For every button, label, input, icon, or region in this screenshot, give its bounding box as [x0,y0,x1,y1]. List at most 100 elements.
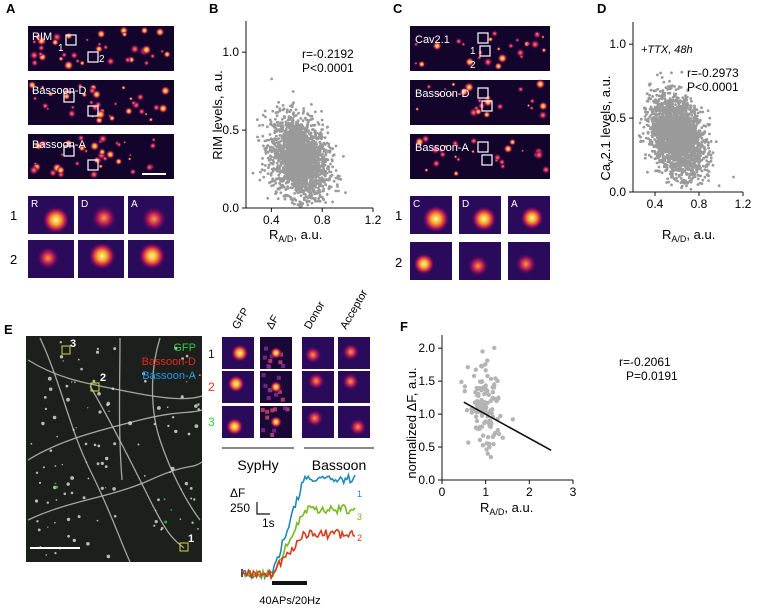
scatter-point [268,118,272,122]
scatter-point [702,156,706,160]
scatter-point [327,187,331,191]
scatter-point [664,110,668,113]
fluorescent-punctum [529,105,534,111]
fluorescent-punctum [128,153,132,157]
scatter-point [298,158,302,161]
scatter-point [275,121,279,124]
scatter-point [280,136,284,140]
fluorescent-punctum [70,105,76,110]
scatter-point [646,170,649,174]
fluorescent-punctum [160,86,171,96]
scatter-point [268,133,272,136]
scatter-point [261,134,265,138]
scatter-point [689,133,692,137]
scatter-point [299,130,302,133]
scatter-point [337,174,341,178]
scatter-point [702,124,706,127]
fluorescent-punctum [491,30,498,37]
bouton [187,432,191,436]
scatter-point [685,184,688,188]
bassoon-d-image-label: Bassoon-D [415,88,469,100]
x-tick-label: 1.2 [735,197,752,211]
fluorescent-punctum [29,165,39,176]
scatter-point [293,184,296,188]
scatter-point [316,146,320,149]
scatter-point [717,184,721,188]
fluorescent-punctum [538,101,548,111]
scatter-point [321,197,325,201]
scatter-point [314,151,318,155]
scatter-point [676,148,679,152]
scatter-point [687,155,690,158]
scatter-point [655,145,658,149]
scatter-point [291,170,295,174]
scatter-point [331,147,335,151]
scatter-point [663,129,667,133]
fluorescent-punctum [81,91,88,98]
scatter-point [695,168,699,172]
scatter-point [674,88,678,92]
scatter-point [280,156,284,160]
scatter-point [291,135,294,139]
scatter-point [271,109,275,113]
scatter-point [276,164,280,168]
fluorescent-punctum [33,161,38,166]
scatter-point [277,173,281,177]
scatter-point [278,130,282,133]
scatter-point [344,191,347,195]
scatter-point [306,203,310,207]
panel-d-stat-r: r=-0.2973 [687,66,739,80]
scatter-point [693,108,696,112]
scatter-point [271,169,275,173]
scatter-point [665,153,669,157]
scatter-point [277,186,281,190]
scatter-point [641,132,645,135]
scatter-point [703,130,707,133]
scatter-point [273,179,277,183]
scatter-point [674,118,678,122]
scatter-point [692,170,695,174]
scatter-point [280,150,283,153]
zoom-row-1: 1 [395,208,402,223]
scatter-point [685,99,688,102]
scatter-point [298,171,302,175]
fluorescent-punctum [129,44,140,54]
scatter-point [317,197,320,201]
scatter-point [666,120,669,124]
fluorescent-punctum [143,60,150,66]
fluorescent-punctum [98,148,106,156]
panel-b-letter: B [209,1,218,16]
fluorescent-punctum [37,44,45,52]
scatter-point [336,185,339,188]
scatter-point [279,183,283,187]
scatter-point [659,135,663,139]
scatter-point [337,189,340,193]
scatter-point [297,152,301,155]
scatter-point [652,99,655,103]
scatter-point [312,136,316,139]
roi-box-2 [87,51,99,63]
scatter-point [647,120,650,123]
scatter-point [291,155,294,159]
scatter-point [307,142,310,146]
x-tick-label: 0.4 [263,213,280,227]
scatter-point [323,174,327,178]
scatter-point [251,171,255,175]
fluorescent-punctum [520,149,525,153]
x-tick-label: 0.8 [691,197,708,211]
scatter-point [313,144,316,147]
scatter-point [331,200,334,204]
panel-d-letter: D [597,1,606,16]
scatter-point [302,164,306,168]
scatter-point [673,92,676,96]
scatter-point [646,131,650,135]
fluorescent-punctum [453,170,459,177]
scatter-point [639,140,642,144]
scatter-point [325,141,329,145]
scatter-point [695,108,699,111]
scatter-point [665,181,668,184]
scatter-point [677,125,681,129]
fluorescent-punctum [48,91,54,97]
scatter-point [672,152,676,156]
bassoon-a-image-label: Bassoon-A [32,139,86,151]
